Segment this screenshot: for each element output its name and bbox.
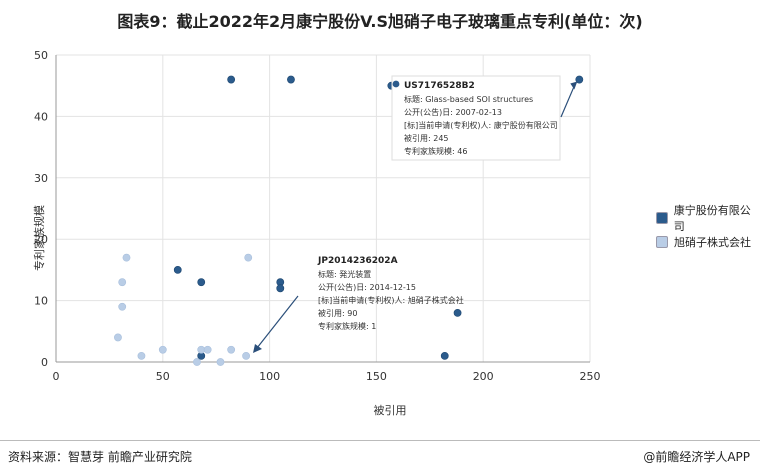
point-agc [137, 351, 146, 360]
point-corning [276, 284, 285, 293]
brand-note: @前瞻经济学人APP [643, 450, 750, 464]
point-corning [227, 75, 236, 84]
y-tick-label: 20 [34, 233, 48, 246]
point-agc [193, 358, 201, 366]
x-axis-label: 被引用 [373, 404, 407, 417]
point-agc [118, 302, 127, 311]
x-tick-label: 150 [366, 370, 387, 383]
page-title: 图表9：截止2022年2月康宁股份V.S旭硝子电子玻璃重点专利(单位：次) [117, 12, 643, 31]
callout-arrowhead-us7176528b2 [570, 81, 578, 90]
legend-swatch-agc [656, 236, 668, 248]
scatter-chart: 0 10 20 30 40 50 0 50 100 150 200 250 US7176528B2 标题… [34, 49, 601, 383]
annotation-callouts: US7176528B2 标题: Glass-based SOI structure… [253, 75, 578, 353]
y-tick-label: 50 [34, 49, 48, 62]
point-corning [440, 351, 449, 360]
callout-line-us7176528b2: 标题: Glass-based SOI structures [404, 94, 533, 104]
point-corning [575, 75, 584, 84]
callout-line-jp2014236202a: 专利家族规模: 1 [318, 321, 376, 331]
callout-arrowhead-jp2014236202a [253, 344, 262, 353]
point-corning [287, 75, 295, 84]
callout-line-us7176528b2: 专利家族规模: 46 [404, 146, 467, 156]
axes [55, 55, 590, 363]
footer: 资料来源：智慧芽 前瞻产业研究院 @前瞻经济学人APP [0, 440, 760, 474]
legend-label-corning: 康宁股份有限公司 [673, 204, 751, 233]
callout-line-us7176528b2: 公开(公告)日: 2007-02-13 [404, 107, 502, 117]
callout-line-jp2014236202a: 标题: 発光装置 [318, 269, 371, 279]
legend-item-agc[interactable]: 旭硝子株式会社 [656, 230, 760, 254]
x-tick-label: 0 [53, 370, 60, 383]
callout-line-jp2014236202a: 被引用: 90 [318, 308, 357, 318]
point-agc [118, 278, 127, 287]
legend-item-corning[interactable]: 康宁股份有限公司 [656, 204, 760, 233]
point-agc [114, 333, 122, 342]
callout-arrow-us7176528b2 [560, 83, 576, 118]
point-agc [216, 358, 225, 366]
point-corning [453, 308, 462, 317]
x-tick-label: 250 [580, 370, 601, 383]
callout-line-jp2014236202a: [标]当前申请(专利权)人: 旭硝子株式会社 [318, 295, 464, 305]
y-tick-label: 0 [41, 356, 48, 369]
point-agc [203, 345, 212, 354]
legend: 康宁股份有限公司 旭硝子株式会社 [656, 204, 760, 254]
y-tick-label: 40 [34, 110, 48, 123]
callout-title-jp2014236202a: JP2014236202A [317, 256, 398, 266]
point-agc [242, 351, 251, 360]
callout-arrow-jp2014236202a [256, 295, 299, 349]
callout-line-us7176528b2: [标]当前申请(专利权)人: 康宁股份有限公司 [404, 120, 558, 130]
legend-label-agc: 旭硝子株式会社 [674, 236, 751, 249]
source-note: 资料来源：智慧芽 前瞻产业研究院 [8, 450, 192, 464]
point-agc [244, 253, 253, 262]
y-tick-label: 30 [34, 172, 48, 185]
point-agc [227, 345, 236, 354]
point-corning [173, 265, 182, 274]
callout-title-us7176528b2: US7176528B2 [404, 81, 475, 91]
callout-line-jp2014236202a: 公开(公告)日: 2014-12-15 [318, 282, 416, 292]
y-tick-label: 10 [34, 295, 48, 308]
legend-swatch-corning [656, 212, 668, 224]
point-agc [122, 253, 131, 262]
x-tick-label: 50 [156, 370, 170, 383]
x-tick-label: 100 [259, 370, 280, 383]
callout-box-us7176528b2 [391, 75, 561, 161]
point-agc [158, 345, 167, 354]
x-tick-label: 200 [473, 370, 494, 383]
point-corning [197, 278, 206, 287]
callout-marker-us7176528b2 [392, 80, 400, 88]
tick-labels: 0 10 20 30 40 50 0 50 100 150 200 250 [34, 49, 601, 383]
data-points [114, 75, 584, 366]
callout-line-us7176528b2: 被引用: 245 [404, 133, 449, 143]
